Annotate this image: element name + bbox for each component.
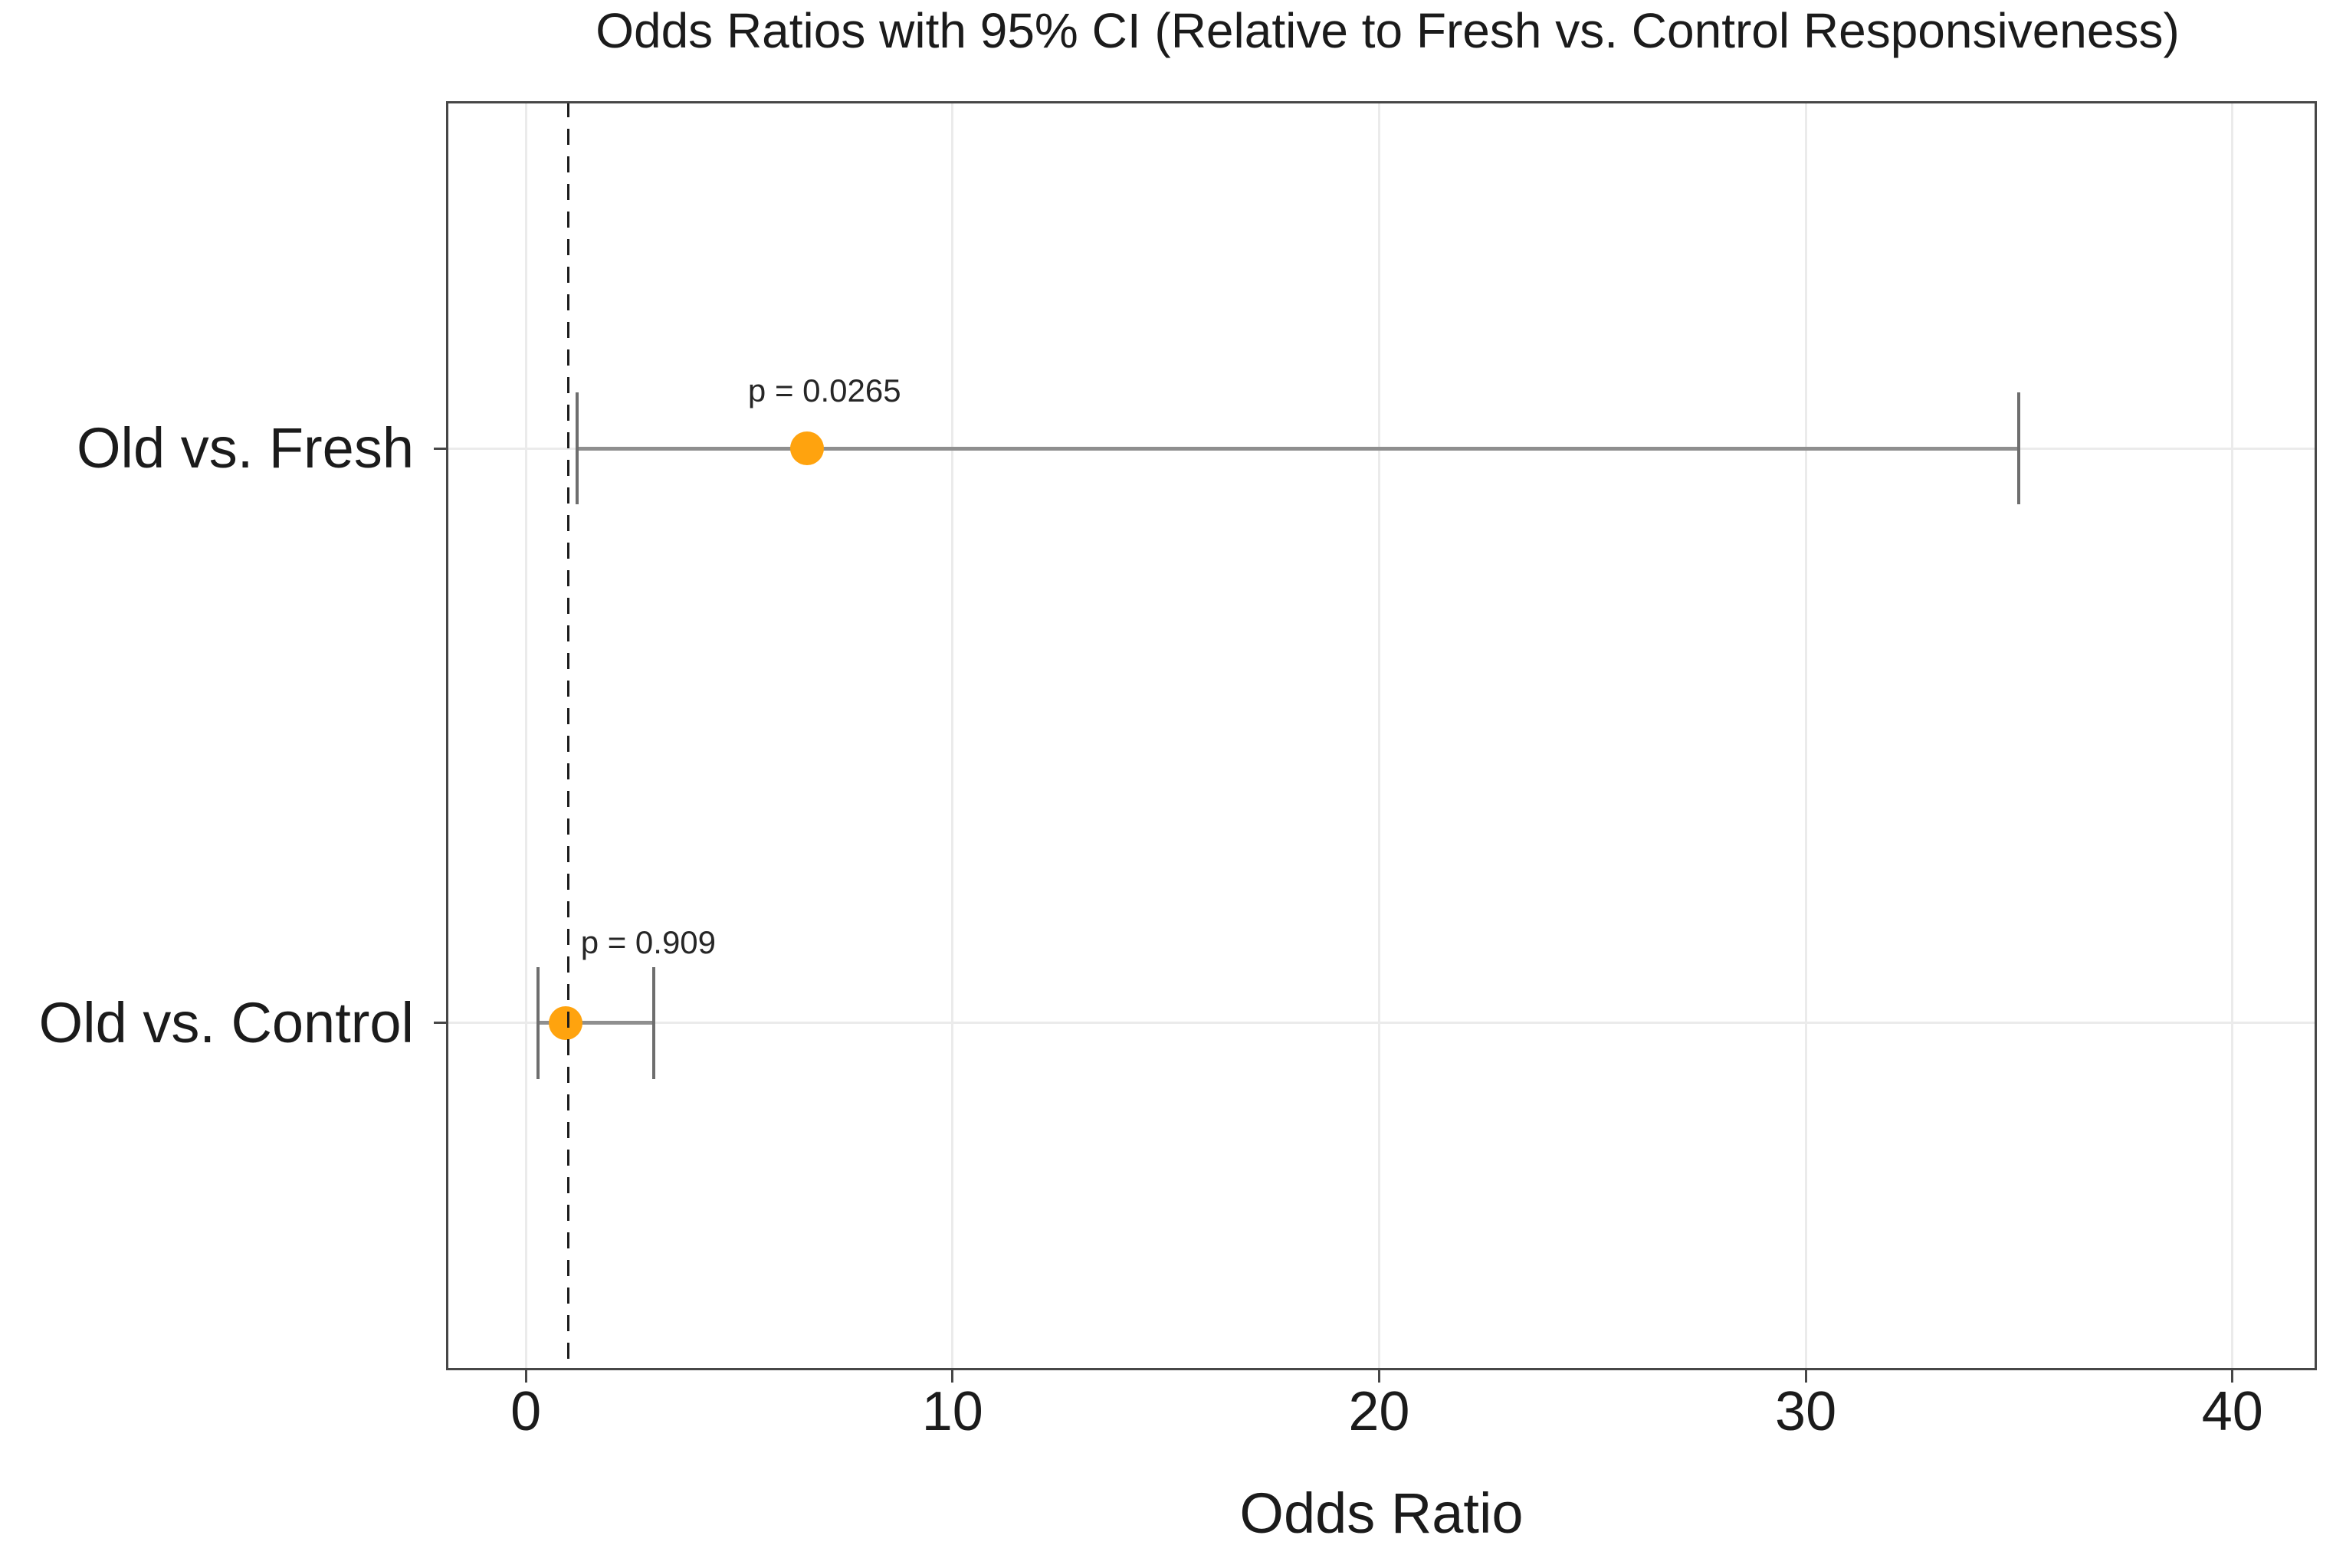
ci-cap-high xyxy=(652,966,656,1079)
x-gridline xyxy=(2231,101,2234,1370)
x-tick-label: 10 xyxy=(921,1381,983,1442)
y-axis-tick xyxy=(434,1022,446,1025)
plot-panel: p = 0.0265 p = 0.909 xyxy=(446,101,2317,1370)
ci-line xyxy=(576,446,2020,451)
ci-cap-low xyxy=(536,966,540,1079)
x-axis-tick xyxy=(1377,1370,1380,1383)
x-axis-tick xyxy=(524,1370,527,1383)
y-gridline xyxy=(446,1022,2317,1025)
chart-title: Odds Ratios with 95% CI (Relative to Fre… xyxy=(596,3,2180,58)
reference-line-or1 xyxy=(567,101,570,1370)
x-gridline xyxy=(1804,101,1807,1370)
p-value-label: p = 0.0265 xyxy=(747,372,901,409)
x-axis-tick xyxy=(1804,1370,1807,1383)
x-tick-label: 40 xyxy=(2201,1381,2263,1442)
x-axis-tick xyxy=(2231,1370,2234,1383)
x-gridline xyxy=(1377,101,1380,1370)
ci-line xyxy=(538,1021,655,1025)
x-tick-label: 20 xyxy=(1348,1381,1410,1442)
x-axis-title: Odds Ratio xyxy=(1239,1481,1524,1545)
odds-ratio-point xyxy=(790,431,825,466)
y-category-label: Old vs. Fresh xyxy=(77,416,414,481)
p-value-label: p = 0.909 xyxy=(580,923,717,960)
odds-ratio-point xyxy=(548,1005,582,1040)
x-tick-label: 30 xyxy=(1775,1381,1837,1442)
y-category-label: Old vs. Control xyxy=(38,990,414,1055)
x-tick-label: 0 xyxy=(510,1381,542,1442)
y-axis-tick xyxy=(434,447,446,450)
x-gridline xyxy=(524,101,527,1370)
x-axis-tick xyxy=(951,1370,954,1383)
x-gridline xyxy=(951,101,954,1370)
ci-cap-low xyxy=(575,392,579,505)
ci-cap-high xyxy=(2017,392,2021,505)
